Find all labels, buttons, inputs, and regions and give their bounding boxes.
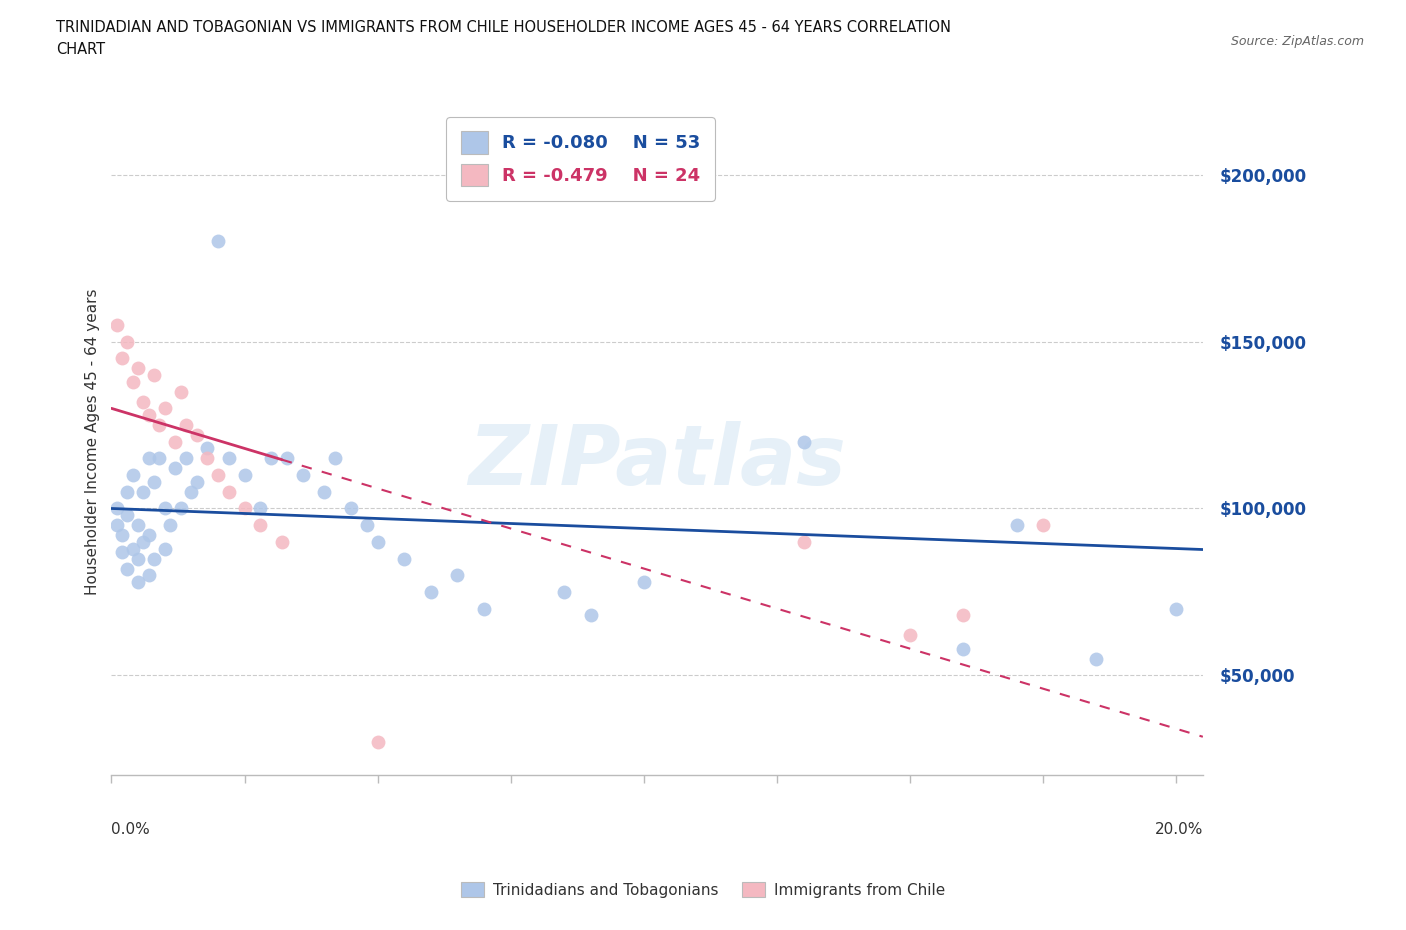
Legend: Trinidadians and Tobagonians, Immigrants from Chile: Trinidadians and Tobagonians, Immigrants…	[456, 875, 950, 904]
Point	[174, 418, 197, 432]
Point	[367, 735, 389, 750]
Y-axis label: Householder Income Ages 45 - 64 years: Householder Income Ages 45 - 64 years	[86, 288, 100, 595]
Point	[117, 334, 139, 349]
Point	[186, 428, 208, 443]
Point	[276, 451, 298, 466]
Point	[127, 575, 149, 590]
Point	[111, 527, 134, 542]
Point	[127, 551, 149, 566]
Point	[165, 461, 187, 476]
Point	[218, 451, 240, 466]
Point	[1005, 518, 1028, 533]
Legend: R = -0.080    N = 53, R = -0.479    N = 24: R = -0.080 N = 53, R = -0.479 N = 24	[446, 117, 716, 201]
Point	[127, 361, 149, 376]
Point	[793, 535, 815, 550]
Point	[446, 568, 468, 583]
Point	[143, 367, 166, 382]
Point	[165, 434, 187, 449]
Point	[195, 441, 218, 456]
Text: 0.0%: 0.0%	[111, 822, 150, 837]
Point	[207, 468, 229, 483]
Point	[394, 551, 416, 566]
Point	[633, 575, 655, 590]
Point	[132, 535, 155, 550]
Point	[105, 317, 128, 332]
Point	[218, 485, 240, 499]
Point	[233, 501, 256, 516]
Point	[793, 434, 815, 449]
Point	[148, 451, 170, 466]
Text: TRINIDADIAN AND TOBAGONIAN VS IMMIGRANTS FROM CHILE HOUSEHOLDER INCOME AGES 45 -: TRINIDADIAN AND TOBAGONIAN VS IMMIGRANTS…	[56, 20, 952, 35]
Point	[1085, 651, 1108, 666]
Point	[169, 384, 191, 399]
Point	[138, 568, 160, 583]
Point	[1032, 518, 1054, 533]
Point	[138, 451, 160, 466]
Point	[138, 407, 160, 422]
Point	[233, 468, 256, 483]
Point	[153, 501, 176, 516]
Point	[121, 374, 143, 389]
Point	[121, 468, 143, 483]
Point	[174, 451, 197, 466]
Point	[117, 485, 139, 499]
Point	[117, 508, 139, 523]
Text: ZIPatlas: ZIPatlas	[468, 421, 846, 502]
Point	[367, 535, 389, 550]
Point	[138, 527, 160, 542]
Point	[132, 485, 155, 499]
Point	[249, 501, 271, 516]
Point	[143, 551, 166, 566]
Point	[898, 628, 921, 643]
Point	[356, 518, 378, 533]
Point	[323, 451, 346, 466]
Text: 20.0%: 20.0%	[1154, 822, 1204, 837]
Point	[127, 518, 149, 533]
Point	[111, 544, 134, 559]
Point	[148, 418, 170, 432]
Text: CHART: CHART	[56, 42, 105, 57]
Point	[952, 608, 974, 623]
Point	[180, 485, 202, 499]
Point	[1166, 601, 1188, 616]
Point	[159, 518, 181, 533]
Point	[105, 518, 128, 533]
Point	[121, 541, 143, 556]
Point	[207, 234, 229, 249]
Point	[143, 474, 166, 489]
Point	[270, 535, 292, 550]
Point	[186, 474, 208, 489]
Point	[169, 501, 191, 516]
Point	[153, 541, 176, 556]
Point	[419, 584, 441, 599]
Point	[579, 608, 602, 623]
Point	[153, 401, 176, 416]
Point	[249, 518, 271, 533]
Point	[105, 501, 128, 516]
Point	[111, 351, 134, 365]
Point	[117, 561, 139, 576]
Point	[195, 451, 218, 466]
Point	[952, 641, 974, 656]
Point	[314, 485, 336, 499]
Point	[472, 601, 495, 616]
Point	[340, 501, 363, 516]
Point	[260, 451, 283, 466]
Point	[553, 584, 575, 599]
Text: Source: ZipAtlas.com: Source: ZipAtlas.com	[1230, 35, 1364, 48]
Point	[132, 394, 155, 409]
Point	[292, 468, 315, 483]
